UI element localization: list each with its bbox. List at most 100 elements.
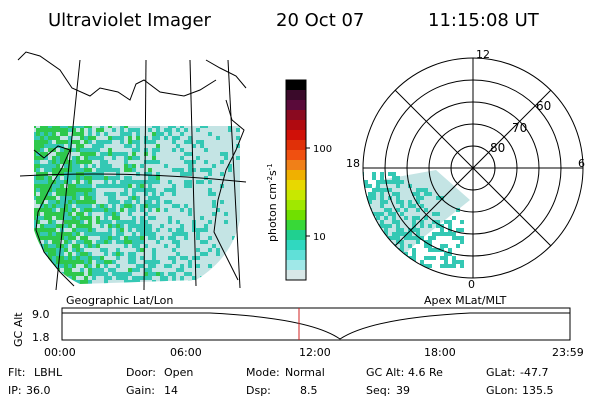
aurora-pixel <box>72 176 76 180</box>
aurora-pixel <box>34 236 36 240</box>
aurora-pixel <box>136 188 140 192</box>
aurora-pixel <box>140 188 144 192</box>
coastline-northeast <box>205 59 247 89</box>
aurora-pixel <box>88 268 92 272</box>
aurora-pixel <box>120 276 124 280</box>
aurora-pixel <box>152 204 156 208</box>
aurora-pixel <box>92 156 96 160</box>
aurora-pixel <box>436 224 440 228</box>
aurora-pixel <box>124 284 128 288</box>
aurora-pixel <box>68 260 72 264</box>
aurora-pixel <box>76 156 80 160</box>
aurora-pixel <box>52 272 56 276</box>
aurora-pixel <box>44 240 48 244</box>
aurora-pixel <box>56 240 60 244</box>
aurora-pixel <box>100 236 104 240</box>
aurora-pixel <box>104 176 108 180</box>
aurora-pixel <box>448 252 452 256</box>
aurora-pixel <box>60 128 64 132</box>
aurora-pixel <box>192 256 196 260</box>
aurora-pixel <box>388 244 392 248</box>
aurora-pixel <box>76 184 80 188</box>
timeline-xtick-2359: 23:59 <box>552 346 584 359</box>
aurora-pixel <box>64 212 68 216</box>
aurora-pixel <box>448 264 452 268</box>
aurora-pixel <box>60 260 64 264</box>
aurora-pixel <box>192 168 196 172</box>
aurora-pixel <box>120 252 124 256</box>
aurora-pixel <box>196 264 200 268</box>
timeline-xtick-1200: 12:00 <box>299 346 331 359</box>
aurora-pixel <box>68 184 72 188</box>
aurora-pixel <box>144 160 148 164</box>
aurora-pixel <box>140 256 144 260</box>
aurora-pixel <box>96 132 100 136</box>
aurora-pixel <box>36 208 40 212</box>
aurora-pixel <box>412 264 416 268</box>
aurora-pixel <box>64 128 68 132</box>
aurora-pixel <box>364 260 368 264</box>
aurora-pixel <box>100 224 104 228</box>
aurora-pixel <box>64 140 68 144</box>
aurora-pixel <box>128 260 132 264</box>
aurora-pixel <box>56 200 60 204</box>
geographic-map-panel: Geographic Lat/Lon <box>17 51 247 307</box>
aurora-pixel <box>132 224 136 228</box>
aurora-pixel <box>52 244 56 248</box>
aurora-pixel <box>104 248 108 252</box>
aurora-pixel <box>200 276 204 280</box>
aurora-pixel <box>148 228 152 232</box>
aurora-pixel <box>124 132 128 136</box>
aurora-pixel <box>48 236 52 240</box>
aurora-pixel <box>168 132 172 136</box>
aurora-pixel <box>84 224 88 228</box>
aurora-pixel <box>64 148 68 152</box>
aurora-pixel <box>60 216 64 220</box>
aurora-pixel <box>76 164 80 168</box>
aurora-pixel <box>140 276 144 280</box>
aurora-pixel <box>96 148 100 152</box>
aurora-pixel <box>148 284 152 288</box>
aurora-pixel <box>372 220 376 224</box>
aurora-pixel <box>84 252 88 256</box>
aurora-pixel <box>36 140 40 144</box>
aurora-pixel <box>196 140 200 144</box>
aurora-pixel <box>460 264 464 268</box>
aurora-pixel <box>52 236 56 240</box>
aurora-image-left <box>34 126 240 288</box>
aurora-pixel <box>56 212 60 216</box>
aurora-pixel <box>104 184 108 188</box>
aurora-pixel <box>100 220 104 224</box>
aurora-pixel <box>34 196 36 200</box>
polar-caption: Apex MLat/MLT <box>424 294 507 307</box>
aurora-pixel <box>124 152 128 156</box>
aurora-pixel <box>400 212 404 216</box>
aurora-pixel <box>80 160 84 164</box>
aurora-pixel <box>34 208 36 212</box>
aurora-pixel <box>44 212 48 216</box>
aurora-pixel <box>228 168 232 172</box>
aurora-pixel <box>108 284 112 288</box>
aurora-pixel <box>76 256 80 260</box>
aurora-pixel <box>444 264 448 268</box>
aurora-pixel <box>36 196 40 200</box>
aurora-pixel <box>132 152 136 156</box>
aurora-pixel <box>144 268 148 272</box>
mlat-label-80: 80 <box>490 141 505 155</box>
aurora-pixel <box>80 188 84 192</box>
aurora-pixel <box>124 220 128 224</box>
aurora-pixel <box>152 264 156 268</box>
aurora-pixel <box>396 192 400 196</box>
aurora-pixel <box>208 132 212 136</box>
aurora-pixel <box>412 224 416 228</box>
aurora-pixel <box>64 152 68 156</box>
aurora-pixel <box>48 160 52 164</box>
aurora-pixel <box>408 264 412 268</box>
aurora-pixel <box>88 264 92 268</box>
aurora-pixel <box>60 276 64 280</box>
aurora-pixel <box>172 168 176 172</box>
aurora-pixel <box>116 232 120 236</box>
colorbar-frame <box>285 79 307 281</box>
aurora-pixel <box>60 196 64 200</box>
aurora-pixel <box>152 140 156 144</box>
